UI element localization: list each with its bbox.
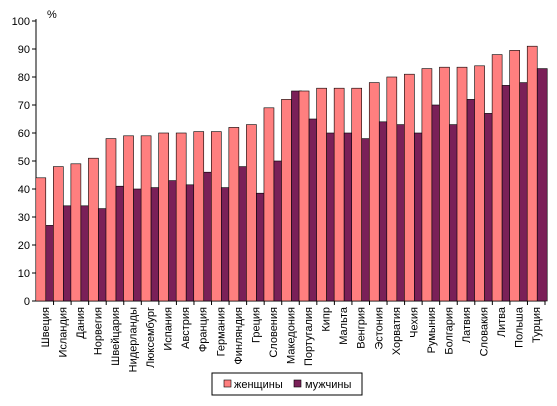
legend-swatch-men [293, 379, 302, 388]
bar-women [193, 131, 205, 302]
legend-label-men: мужчины [305, 379, 351, 391]
legend-swatch-women [223, 379, 232, 388]
y-tick-label: 0 [24, 296, 30, 308]
bar-women [421, 68, 433, 302]
bar-women [281, 99, 292, 302]
y-tick-label: 70 [18, 100, 30, 112]
y-tick-label: 80 [18, 72, 30, 84]
y-tick-label: 10 [18, 268, 30, 280]
x-tick-label: Дания [75, 307, 87, 339]
bar-women [263, 107, 275, 302]
x-tick-label: Нидерланды [128, 307, 140, 372]
x-tick-label: Австрия [180, 307, 192, 349]
chart-axes: 0 10 20 30 40 50 60 70 80 90 100% [12, 9, 546, 308]
bar-women [351, 87, 363, 302]
x-tick-label: Франция [198, 307, 210, 352]
x-tick-label: Финляндия [233, 307, 245, 365]
y-tick-label: 50 [18, 156, 30, 168]
bar-women [404, 73, 415, 302]
x-tick-label: Венгрия [356, 307, 368, 349]
x-tick-label: Словакия [479, 307, 491, 356]
bar-women [316, 87, 327, 302]
bar-women [210, 131, 222, 302]
x-tick-label: Литва [496, 306, 508, 337]
x-tick-label: Кипр [321, 307, 333, 332]
bar-women [123, 135, 134, 302]
y-tick-label: 40 [18, 184, 30, 196]
x-tick-label: Словения [268, 307, 280, 358]
y-tick-label: 60 [18, 128, 30, 140]
bar-women [246, 124, 257, 302]
bar-women [526, 45, 538, 302]
bar-women [35, 177, 47, 302]
bar-women [456, 66, 468, 302]
bar-women [175, 132, 187, 302]
x-tick-label: Германия [215, 307, 227, 356]
legend-box [211, 372, 363, 396]
chart-labels: Швеция Исландия Дания Норвегия Швейцария Ниде… [40, 306, 543, 372]
x-tick-label: Хорватия [391, 307, 403, 355]
x-tick-label: Румыния [426, 307, 438, 353]
bar-women [491, 54, 503, 302]
x-tick-label: Греция [250, 307, 262, 343]
x-tick-label: Эстония [373, 307, 385, 350]
bar-women [228, 127, 240, 302]
x-tick-label: Люксембург [145, 307, 157, 368]
x-tick-label: Чехия [408, 307, 420, 338]
y-tick-label: 90 [18, 44, 30, 56]
x-tick-label: Болгария [443, 307, 455, 355]
bar-women [158, 132, 169, 302]
bar-women [386, 76, 398, 302]
y-tick-label: 100 [12, 16, 30, 28]
x-tick-label: Латвия [461, 307, 473, 343]
chart-bars [35, 45, 548, 302]
bar-women [105, 138, 117, 302]
bar-women [474, 65, 485, 302]
y-axis-label: % [47, 9, 57, 21]
bar-women [140, 135, 152, 302]
bar-women [298, 90, 310, 302]
y-tick-label: 30 [18, 212, 30, 224]
y-tick-label: 20 [18, 240, 30, 252]
chart-legend: женщины мужчины [211, 372, 363, 396]
x-tick-label: Польша [514, 306, 526, 348]
bar-women [439, 66, 450, 302]
x-tick-label: Португалия [303, 307, 315, 366]
bar-women [53, 166, 64, 302]
bar-women [70, 163, 82, 302]
bar-women [88, 157, 99, 302]
x-tick-label: Швеция [40, 307, 52, 347]
bar-women [333, 87, 345, 302]
x-tick-label: Македония [286, 307, 298, 364]
x-tick-label: Исландия [57, 307, 69, 358]
bar-women [509, 50, 520, 302]
x-tick-label: Норвегия [92, 307, 104, 355]
x-tick-label: Швейцария [110, 307, 122, 366]
x-tick-label: Турция [531, 307, 543, 343]
bar-men [536, 68, 548, 302]
x-tick-label: Испания [163, 307, 175, 351]
x-tick-label: Мальта [338, 306, 350, 345]
bar-women [368, 82, 380, 302]
legend-label-women: женщины [234, 379, 283, 391]
